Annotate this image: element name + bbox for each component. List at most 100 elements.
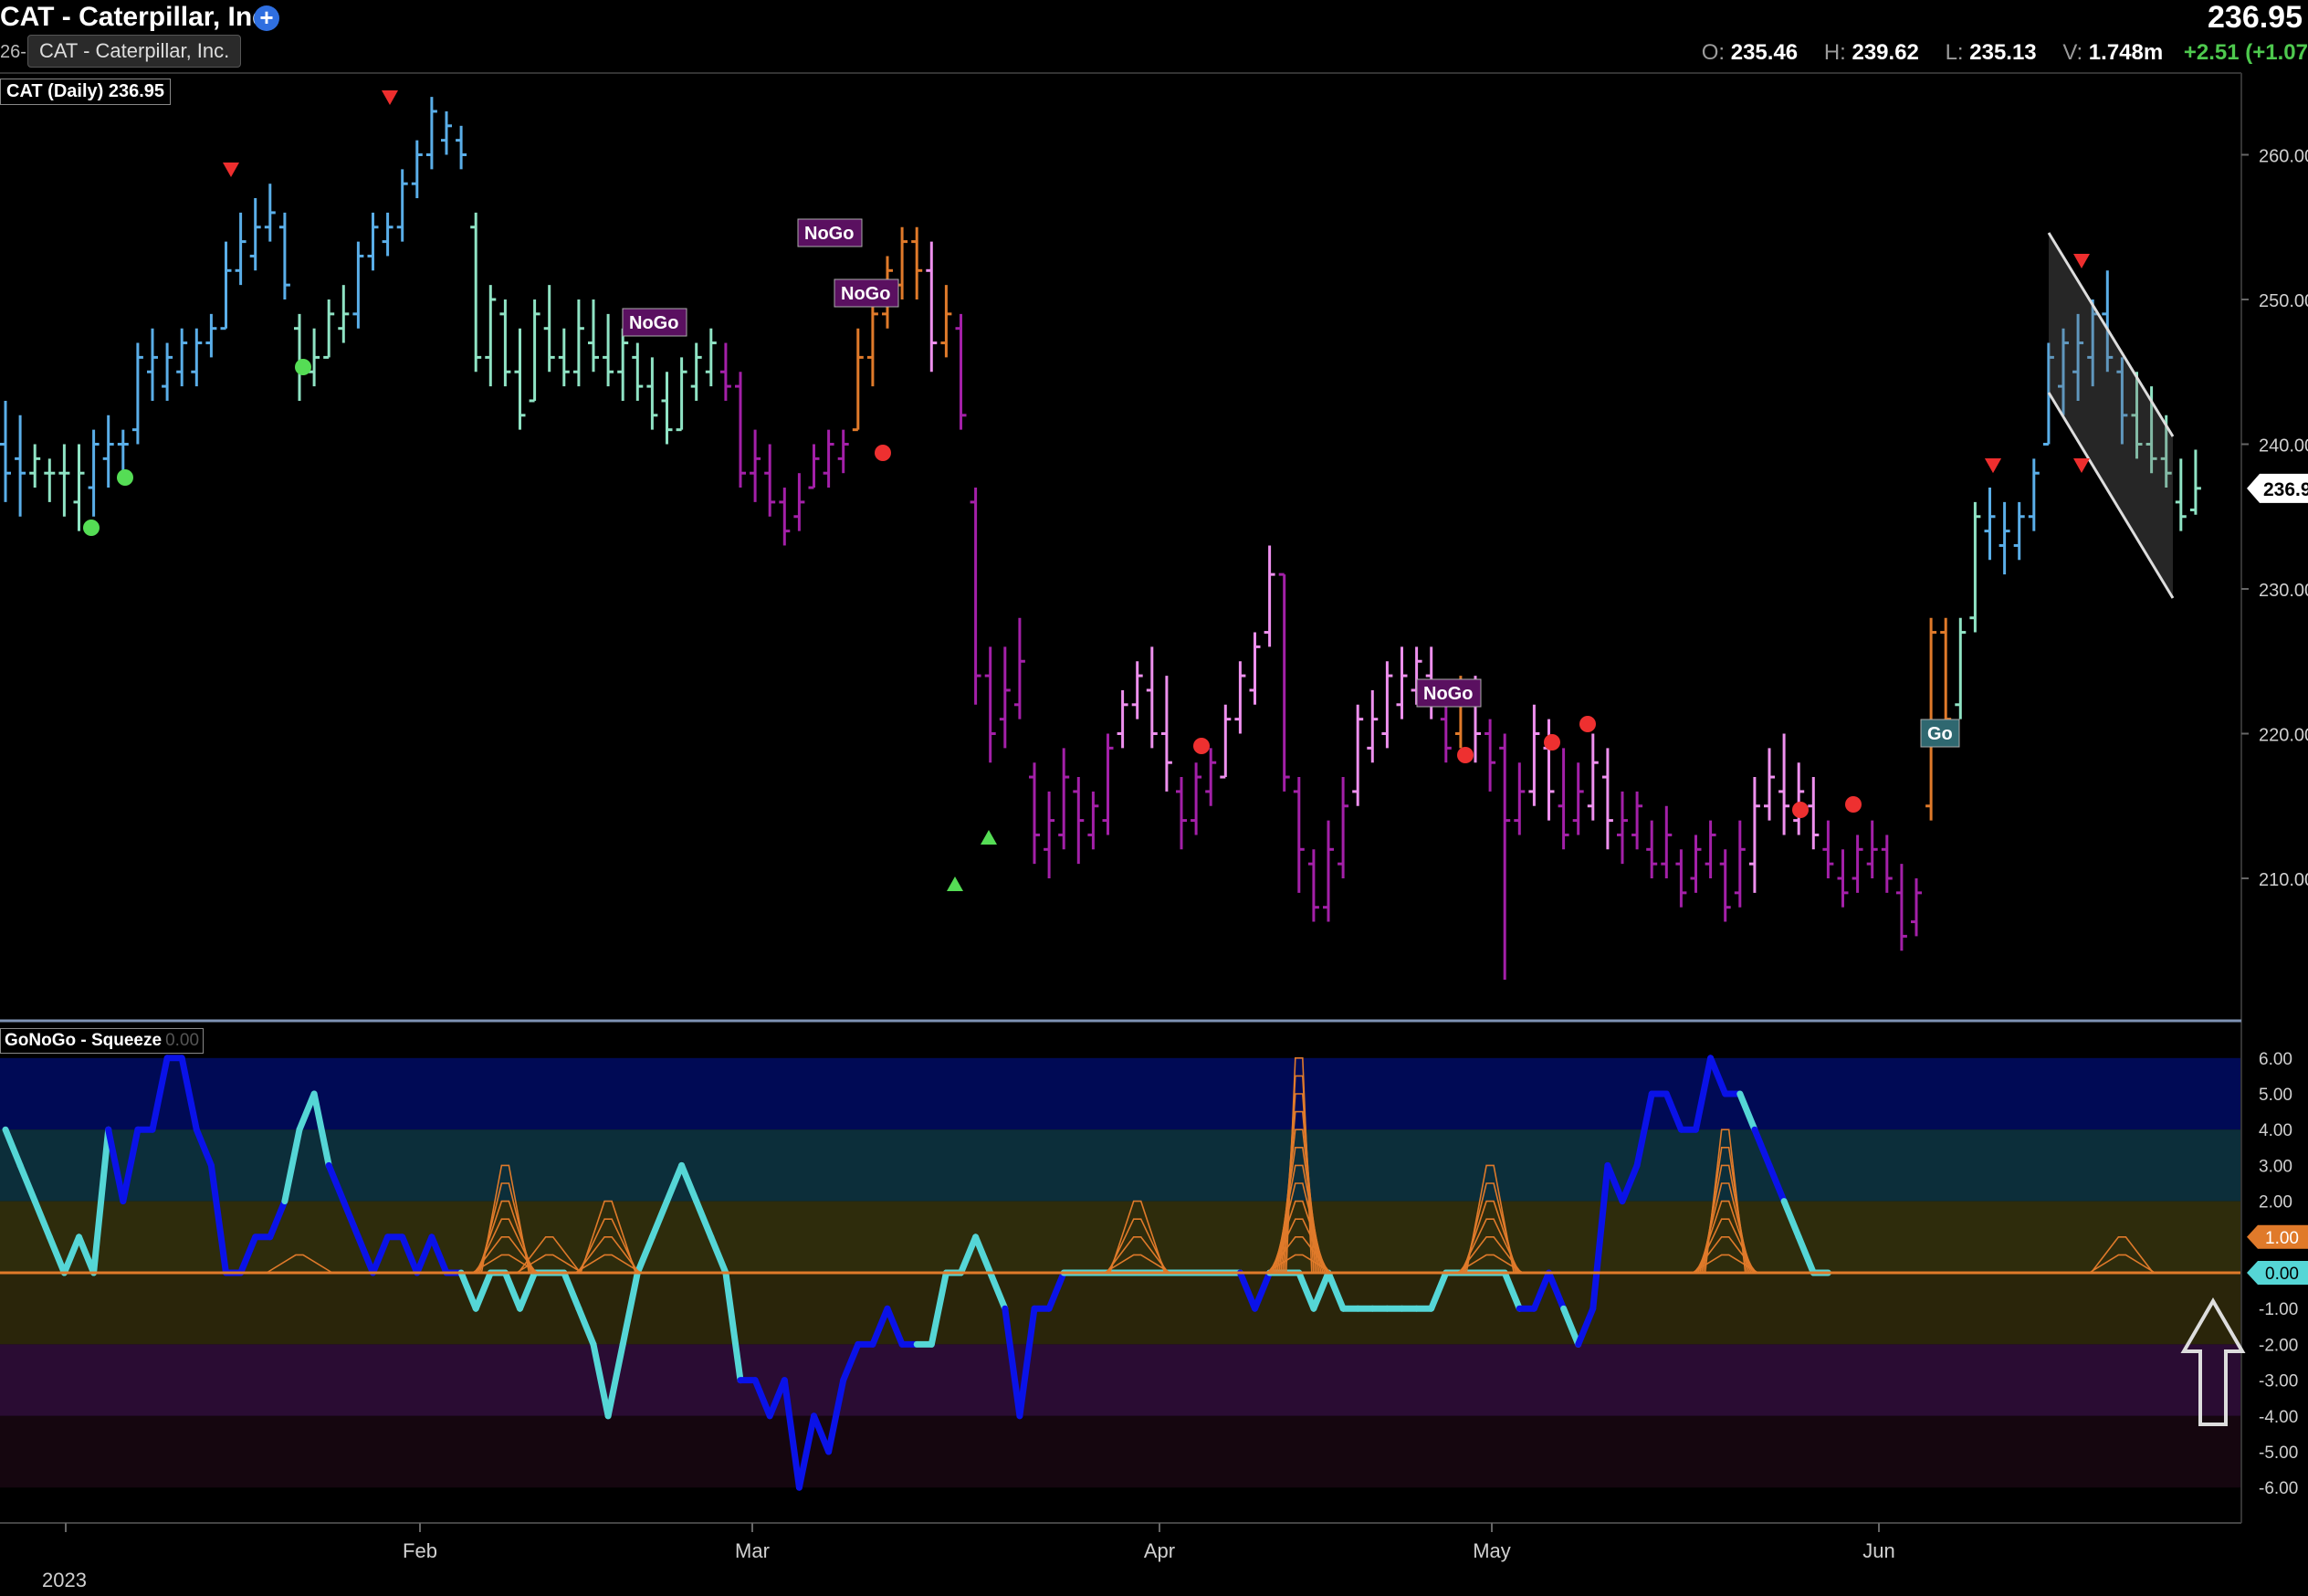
oscillator-segment	[664, 1161, 686, 1205]
oscillator-segment	[648, 1198, 670, 1241]
oscillator-segment	[1780, 1198, 1802, 1241]
signal-markers: NoGo NoGo NoGo NoGo Go	[83, 90, 2090, 891]
go-dot	[295, 359, 311, 375]
oscillator-segment	[1002, 1305, 1023, 1420]
oscillator-segment	[178, 1055, 200, 1133]
oscillator-segment	[825, 1377, 847, 1455]
price-tick-label: 250.00	[2259, 291, 2308, 311]
triangle-down-marker	[2073, 254, 2090, 268]
oscillator-segment	[693, 1198, 715, 1241]
squeeze-band	[0, 1415, 2241, 1488]
nogo-label-text: NoGo	[1423, 684, 1473, 704]
last-price: 236.95	[2208, 0, 2303, 35]
oscillator-segment	[1546, 1269, 1568, 1312]
osc-tick-label: 5.00	[2259, 1086, 2292, 1105]
nogo-dot	[1457, 747, 1474, 763]
squeeze-zone-bands	[0, 1057, 2241, 1488]
oscillator-segment	[1296, 1269, 1317, 1312]
squeeze-marker	[1465, 1164, 1515, 1274]
oscillator-segment	[840, 1340, 862, 1384]
channel-lower-line	[2047, 392, 2175, 599]
osc-value-tag: 0.00	[2247, 1261, 2308, 1285]
triangle-down-marker	[223, 163, 239, 177]
squeeze-marker	[1692, 1254, 1759, 1274]
squeeze-marker	[477, 1200, 534, 1274]
squeeze-marker	[1460, 1218, 1520, 1274]
osc-tick-label: 3.00	[2259, 1157, 2292, 1176]
x-tick-label: Jun	[1862, 1539, 1894, 1562]
squeeze-band	[0, 1344, 2241, 1416]
oscillator-line	[2, 1055, 1831, 1491]
oscillator-segment	[678, 1161, 700, 1205]
oscillator-segment	[1766, 1161, 1788, 1205]
squeeze-band	[0, 1273, 2241, 1345]
squeeze-marker	[1462, 1200, 1518, 1274]
channel-fill	[2049, 233, 2173, 598]
x-tick-label: Apr	[1144, 1539, 1175, 1562]
oscillator-segment	[1736, 1090, 1758, 1133]
oscillator-segment	[1016, 1305, 1038, 1420]
oscillator-segment	[501, 1269, 523, 1312]
nogo-dot	[1544, 734, 1560, 751]
oscillator-segment	[90, 1126, 112, 1276]
oscillator-segment	[120, 1126, 142, 1205]
squeeze-marker	[1463, 1182, 1516, 1274]
osc-tick-label: -4.00	[2259, 1408, 2298, 1427]
oscillator-segment	[972, 1234, 994, 1276]
oscillator-segment	[399, 1234, 421, 1276]
squeeze-markers	[0, 1057, 2241, 1275]
squeeze-marker	[1104, 1254, 1171, 1274]
channel-upper-line	[2047, 232, 2175, 437]
oscillator-segment	[16, 1161, 38, 1205]
threshold-tag-bg	[2247, 1224, 2308, 1249]
oscillator-segment	[281, 1126, 303, 1205]
osc-tick-label: 2.00	[2259, 1193, 2292, 1213]
oscillator-segment	[46, 1234, 68, 1276]
oscillator-segment	[884, 1305, 906, 1348]
oscillator-segment	[472, 1269, 494, 1312]
triangle-down-marker	[382, 90, 398, 105]
open-value: 235.46	[1730, 40, 1799, 65]
symbol-title[interactable]: CAT - Caterpillar, Inc.	[0, 2, 276, 32]
x-tick-label: 2023	[42, 1569, 87, 1591]
squeeze-marker	[1285, 1057, 1313, 1274]
axes: 210.00 220.00 230.00 240.00 250.00 260.00 6.00…	[0, 72, 2308, 1591]
oscillator-segment	[517, 1269, 539, 1312]
nogo-label-bg	[834, 278, 899, 308]
volume-value: 1.748m	[2088, 40, 2164, 65]
squeeze-band	[0, 1201, 2241, 1273]
oscillator-segment	[1619, 1161, 1641, 1205]
price-series-label[interactable]: CAT (Daily) 236.95	[0, 79, 172, 105]
osc-value-tag-text: 0.00	[2265, 1265, 2299, 1284]
squeeze-marker	[1458, 1236, 1522, 1274]
squeeze-marker	[2088, 1254, 2156, 1274]
oscillator-segment	[604, 1340, 626, 1420]
last-price-tag-label: 236.95	[2263, 479, 2308, 500]
oscillator-label-text: GoNoGo - Squeeze	[5, 1031, 163, 1050]
squeeze-marker	[475, 1218, 536, 1274]
oscillator-label[interactable]: GoNoGo - Squeeze 0.00	[0, 1028, 205, 1054]
oscillator-segment	[590, 1340, 612, 1420]
triangle-down-marker	[1985, 458, 2001, 473]
nogo-dot	[1792, 802, 1809, 818]
squeeze-marker	[1456, 1254, 1524, 1274]
oscillator-segment	[795, 1412, 817, 1491]
oscillator-label-value: 0.00	[165, 1031, 200, 1050]
oscillator-segment	[1310, 1269, 1332, 1312]
oscillator-segment	[1575, 1305, 1597, 1348]
oscillator-segment	[1560, 1305, 1582, 1348]
oscillator-segment	[1795, 1234, 1817, 1276]
osc-tick-label: 6.00	[2259, 1050, 2292, 1069]
add-icon[interactable]: +	[254, 5, 279, 31]
open-label: O:	[1701, 40, 1726, 65]
volume-label: V:	[2062, 40, 2083, 65]
nogo-label: NoGo	[1416, 678, 1482, 708]
oscillator-segment	[149, 1055, 171, 1133]
oscillator-segment	[708, 1234, 729, 1276]
squeeze-marker	[480, 1164, 530, 1274]
triangle-down-marker	[2073, 458, 2090, 473]
squeeze-marker	[516, 1254, 583, 1274]
price-channel	[2047, 232, 2175, 599]
squeeze-marker	[473, 1236, 538, 1274]
